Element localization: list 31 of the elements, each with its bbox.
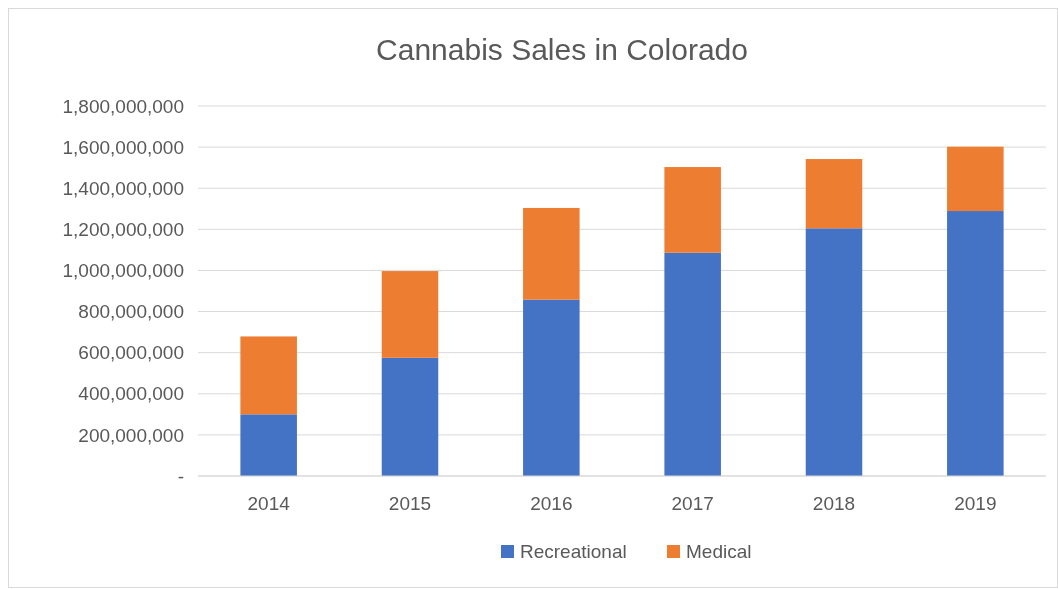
x-tick-label: 2019 — [954, 493, 997, 514]
y-tick-label: 400,000,000 — [78, 383, 184, 405]
y-tick-label: - — [177, 465, 184, 487]
x-tick-label: 2014 — [247, 493, 291, 514]
bar — [664, 252, 721, 476]
bar — [240, 336, 297, 415]
chart-title: Cannabis Sales in Colorado — [376, 33, 748, 66]
x-tick-label: 2015 — [388, 493, 432, 514]
bar — [664, 167, 721, 253]
y-tick-label: 1,200,000,000 — [62, 218, 184, 240]
y-tick-label: 1,400,000,000 — [62, 177, 184, 199]
bar — [947, 146, 1004, 212]
y-tick-label: 1,600,000,000 — [62, 136, 184, 158]
legend-label: Medical — [686, 541, 752, 562]
bar — [381, 271, 439, 358]
x-tick-label: 2017 — [671, 493, 714, 514]
bar — [805, 159, 863, 229]
x-tick-label: 2016 — [530, 493, 573, 514]
bar — [805, 228, 863, 476]
y-tick-label: 600,000,000 — [78, 342, 184, 364]
bar — [947, 211, 1004, 476]
y-tick-label: 800,000,000 — [78, 301, 184, 323]
bar — [523, 207, 580, 300]
bar — [240, 414, 297, 476]
legend-label: Recreational — [520, 541, 627, 562]
y-tick-label: 200,000,000 — [78, 424, 184, 446]
bar — [523, 299, 580, 476]
y-tick-label: 1,800,000,000 — [62, 95, 184, 117]
x-tick-label: 2018 — [812, 493, 856, 514]
y-tick-label: 1,000,000,000 — [62, 260, 184, 282]
bar — [381, 357, 439, 476]
